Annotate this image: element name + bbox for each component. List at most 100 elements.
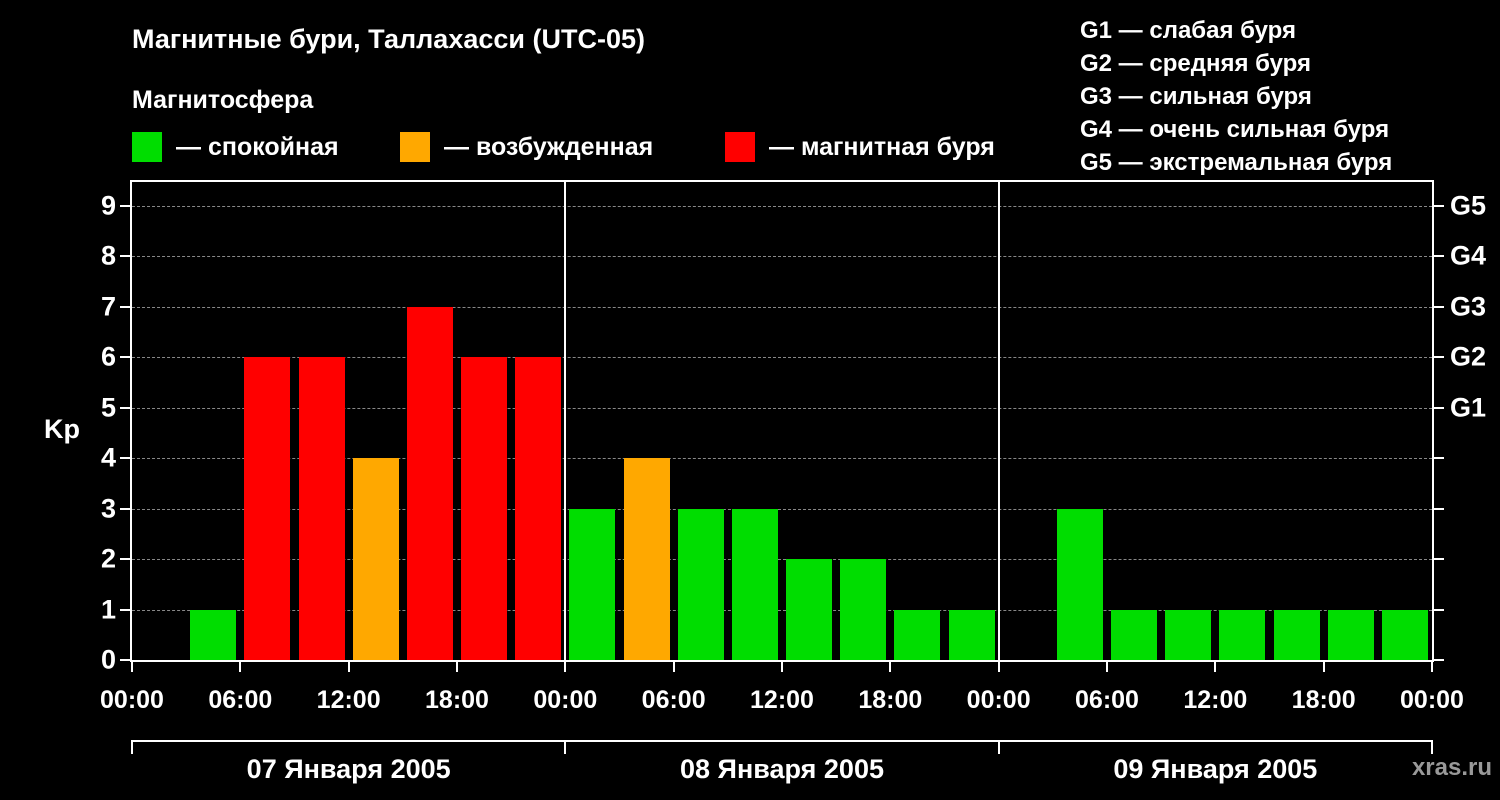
kp-bar: [623, 458, 670, 660]
y-tick-label: 6: [100, 341, 116, 372]
y-tick-mark-left: [120, 608, 130, 611]
x-tick-mark: [1214, 662, 1217, 672]
kp-bar: [461, 357, 508, 660]
y-tick-label: 5: [100, 392, 116, 423]
date-bracket-tick: [131, 740, 133, 754]
kp-bar: [731, 508, 778, 660]
magnetosphere-subtitle: Магнитосфера: [132, 86, 314, 114]
g-legend-line-g2: G2 — средняя буря: [1080, 50, 1311, 77]
kp-bar: [1056, 508, 1103, 660]
time-tick-label: 06:00: [208, 686, 273, 714]
day-separator: [997, 182, 1000, 660]
legend-item-storm: — магнитная буря: [725, 132, 995, 162]
y-tick-mark-left: [120, 659, 130, 661]
kp-bar: [677, 508, 724, 660]
kp-bar: [352, 458, 399, 660]
gridline-kp-2: [132, 559, 1432, 561]
kp-bar: [894, 609, 941, 660]
page-title: Магнитные бури, Таллахасси (UTC-05): [132, 24, 645, 54]
y-tick-mark-left: [120, 205, 130, 207]
kp-bar: [948, 609, 995, 660]
y-tick-mark-left: [120, 507, 130, 510]
y-tick-mark-left: [120, 356, 130, 359]
kp-bar: [190, 609, 237, 660]
kp-bar: [1111, 609, 1158, 660]
x-tick-mark: [1106, 662, 1108, 672]
time-tick-label: 12:00: [1183, 686, 1248, 714]
y-tick-mark-right: [1434, 659, 1444, 661]
g-level-label-g4: G4: [1450, 240, 1487, 271]
time-tick-label: 06:00: [641, 686, 706, 714]
time-tick-label: 00:00: [100, 686, 164, 714]
x-tick-mark: [347, 662, 350, 672]
y-tick-mark-right: [1434, 356, 1444, 359]
y-tick-mark-right: [1434, 305, 1444, 308]
x-tick-mark: [997, 662, 1000, 672]
quiet-color-swatch: [132, 132, 162, 162]
day-separator: [564, 182, 567, 660]
gridline-kp-7: [132, 306, 1432, 308]
x-tick-mark: [889, 662, 892, 672]
x-tick-mark: [131, 662, 133, 672]
y-tick-mark-left: [120, 255, 130, 258]
watermark: xras.ru: [1411, 754, 1492, 781]
legend-label-storm: — магнитная буря: [769, 132, 995, 161]
time-tick-label: 18:00: [858, 686, 923, 714]
kp-bar: [1273, 609, 1320, 660]
y-tick-mark-left: [120, 305, 130, 308]
date-bracket-tick: [1431, 740, 1433, 754]
time-tick-label: 00:00: [1400, 686, 1464, 714]
gridline-kp-5: [132, 407, 1432, 409]
y-tick-label: 3: [100, 493, 116, 524]
storm-color-swatch: [725, 132, 755, 162]
time-tick-label: 06:00: [1075, 686, 1139, 714]
y-tick-label: 2: [100, 543, 116, 574]
x-tick-mark: [1322, 662, 1325, 672]
kp-bar: [1381, 609, 1428, 660]
x-tick-mark: [239, 662, 242, 672]
y-tick-mark-right: [1434, 255, 1444, 258]
kp-bar: [786, 559, 833, 660]
day-label: 09 Января 2005: [1113, 754, 1318, 784]
g-legend-line-g1: G1 — слабая буря: [1080, 17, 1297, 44]
legend-item-active: — возбужденная: [400, 132, 653, 162]
g-level-label-g2: G2: [1450, 341, 1487, 372]
g-legend-line-g4: G4 — очень сильная буря: [1080, 116, 1390, 143]
x-tick-mark: [781, 662, 783, 672]
day-label: 08 Января 2005: [680, 754, 884, 784]
y-tick-mark-right: [1434, 457, 1444, 460]
y-tick-mark-right: [1434, 608, 1444, 611]
g-level-label-g3: G3: [1450, 291, 1487, 322]
kp-bar: [1219, 609, 1266, 660]
y-tick-label: 4: [100, 442, 116, 473]
x-tick-mark: [456, 662, 458, 672]
y-tick-mark-left: [120, 406, 130, 409]
date-bracket-line: [132, 740, 1432, 742]
g-legend-line-g3: G3 — сильная буря: [1080, 83, 1312, 110]
legend-label-active: — возбужденная: [444, 132, 654, 161]
x-tick-mark: [1431, 662, 1433, 672]
y-tick-mark-right: [1434, 406, 1444, 409]
date-bracket-tick: [564, 740, 567, 754]
gridline-kp-3: [132, 508, 1432, 510]
y-tick-mark-right: [1434, 507, 1444, 510]
time-tick-label: 00:00: [533, 686, 598, 714]
time-tick-label: 18:00: [425, 686, 489, 714]
kp-bar: [244, 357, 291, 660]
y-tick-mark-right: [1434, 205, 1444, 207]
plot-area: [130, 180, 1434, 662]
y-tick-label: 8: [100, 240, 116, 271]
time-tick-label: 12:00: [750, 686, 814, 714]
kp-bar: [515, 357, 562, 660]
y-tick-mark-left: [120, 457, 130, 460]
gridline-kp-9: [132, 206, 1432, 207]
y-axis-label: Kp: [44, 414, 80, 444]
y-tick-mark-left: [120, 558, 130, 561]
gridline-kp-6: [132, 357, 1432, 359]
gridline-kp-8: [132, 256, 1432, 258]
g-legend-line-g5: G5 — экстремальная буря: [1080, 149, 1393, 176]
x-tick-mark: [672, 662, 675, 672]
gridline-kp-1: [132, 609, 1432, 611]
kp-bar: [298, 357, 345, 660]
